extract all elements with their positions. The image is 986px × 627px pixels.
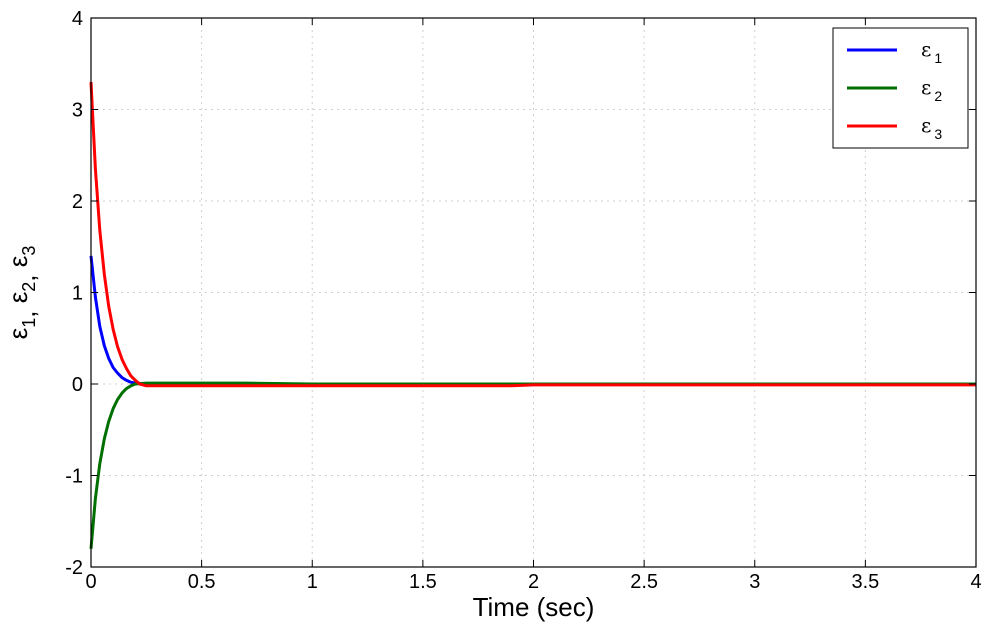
x-tick-label: 3.5: [851, 571, 879, 593]
y-label-separator: ,: [11, 267, 41, 281]
y-tick-label: 3: [72, 100, 83, 122]
legend-subscript: 1: [934, 50, 942, 66]
legend-symbol: ε: [921, 37, 931, 61]
x-tick-label: 2: [528, 571, 539, 593]
x-tick-label: 0.5: [188, 571, 216, 593]
x-tick-label: 1.5: [409, 571, 437, 593]
series-line-ε2: [89, 381, 976, 549]
y-tick-label: 4: [72, 8, 83, 30]
y-label-separator: ,: [11, 303, 41, 317]
x-axis-label: Time (sec): [473, 592, 595, 622]
y-axis-label: ε1, ε2, ε3: [3, 246, 41, 340]
x-tick-label: 1: [307, 571, 318, 593]
x-tick-label: 2.5: [630, 571, 658, 593]
y-label-subscript: 1: [19, 318, 39, 328]
axis-ticks: 0 0.5 1 1.5 2 2.5 3 3.5 4 -2 -1 0 1 2 3 4: [65, 8, 981, 593]
legend-symbol: ε: [921, 113, 931, 137]
legend: ε 1ε 2ε 3: [832, 27, 969, 149]
y-tick-label: 2: [72, 191, 83, 213]
legend-subscript: 2: [934, 88, 942, 104]
x-tick-label: 0: [85, 571, 96, 593]
x-tick-label: 4: [970, 571, 981, 593]
series-lines: [89, 82, 976, 549]
y-tick-label: 1: [72, 283, 83, 305]
y-label-symbol: ε: [3, 327, 33, 339]
y-tick-label: 0: [72, 374, 83, 396]
x-tick-label: 3: [749, 571, 760, 593]
y-axis-label-text: ε1, ε2, ε3: [3, 246, 41, 340]
y-label-symbol: ε: [3, 255, 33, 267]
legend-symbol: ε: [921, 75, 931, 99]
y-label-subscript: 3: [19, 246, 39, 256]
y-tick-label: -1: [65, 466, 83, 488]
y-label-symbol: ε: [3, 291, 33, 303]
y-label-subscript: 2: [19, 282, 39, 292]
legend-subscript: 3: [934, 126, 942, 142]
series-line-ε3: [89, 82, 976, 388]
y-tick-label: -2: [65, 557, 83, 579]
